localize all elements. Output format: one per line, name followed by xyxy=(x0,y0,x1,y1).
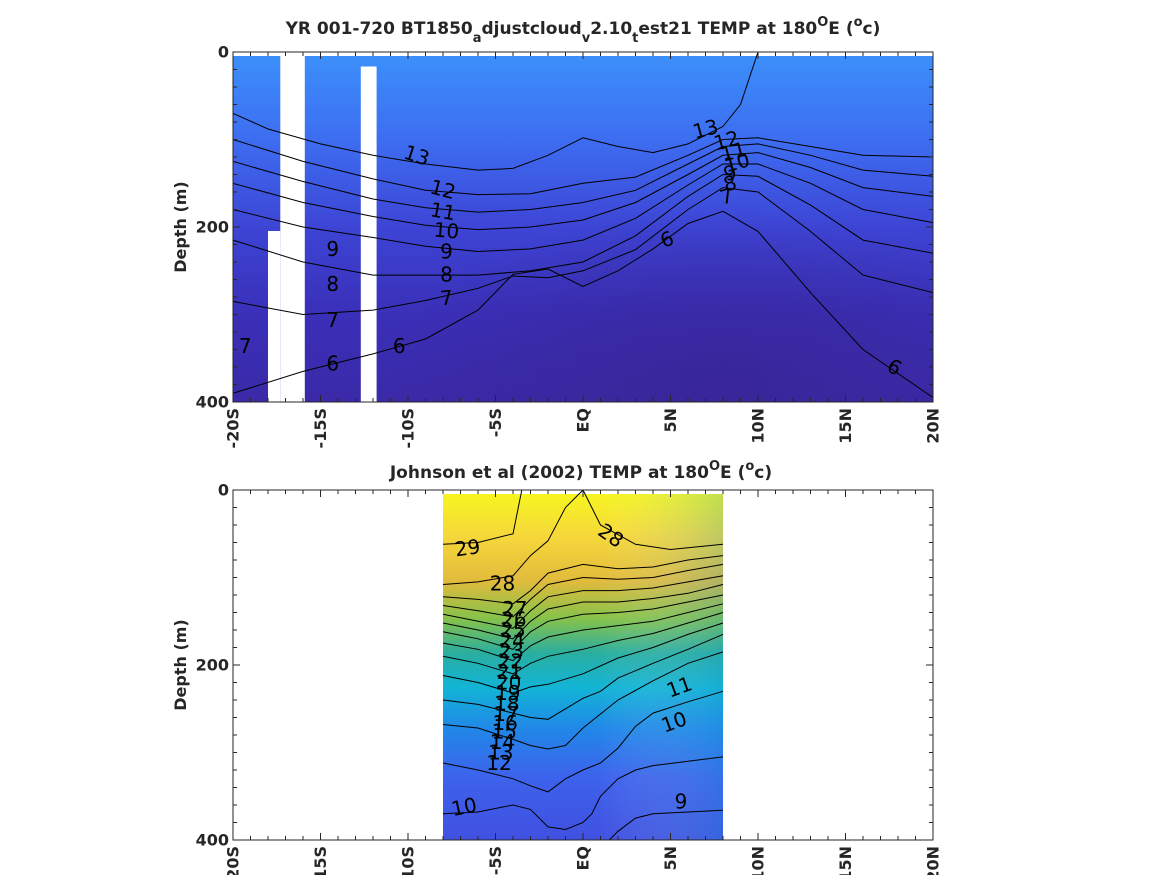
contour-line-13 xyxy=(442,622,724,694)
contour-label: 27 xyxy=(502,597,527,621)
contour-label: 18 xyxy=(494,692,519,716)
contour-line-12 xyxy=(442,633,724,720)
contour-line-25 xyxy=(442,563,724,618)
contour-line-10 xyxy=(233,152,933,231)
contour-line-6 xyxy=(233,210,933,399)
contour-label: 12 xyxy=(486,751,511,775)
contour-label: 25 xyxy=(500,618,525,642)
x-tick-label: -10S xyxy=(399,408,418,448)
contour-line-27 xyxy=(442,555,724,605)
contour-label: 22 xyxy=(498,650,523,674)
x-tick-label: EQ xyxy=(574,408,593,433)
contour-label: 21 xyxy=(497,660,522,684)
contour-line-8 xyxy=(608,809,724,840)
contour-label: 28 xyxy=(490,572,515,596)
contour-label: 19 xyxy=(495,681,520,705)
x-tick-label: 15N xyxy=(836,846,855,875)
y-tick-label: 200 xyxy=(196,656,229,675)
y-tick-label: 200 xyxy=(196,218,229,237)
contour-label: 15 xyxy=(492,720,517,744)
contour-label: 8 xyxy=(440,262,453,286)
contour-label: 24 xyxy=(499,629,524,653)
x-tick-label: 5N xyxy=(661,408,680,433)
contour-label: 20 xyxy=(496,671,521,695)
contour-label: 6 xyxy=(393,334,406,358)
y-tick-label: 0 xyxy=(218,43,229,62)
y-tick-label: 0 xyxy=(218,481,229,500)
x-tick-label: 5N xyxy=(661,846,680,871)
contour-label: 10 xyxy=(433,217,460,243)
x-tick-label: 20N xyxy=(924,408,943,444)
chart-title-observations: Johnson et al (2002) TEMP at 180OE (oc) xyxy=(389,459,772,483)
x-tick-label: -20S xyxy=(224,846,243,875)
contour-label: 9 xyxy=(675,790,688,814)
contour-label: 9 xyxy=(721,160,740,186)
panel-observations: Johnson et al (2002) TEMP at 180OE (oc) … xyxy=(171,459,943,875)
y-axis-label-model: Depth (m) xyxy=(171,181,190,273)
contour-line-28 xyxy=(442,490,724,585)
x-tick-label: -15S xyxy=(311,408,330,448)
x-tick-label: EQ xyxy=(574,846,593,871)
contour-label: 14 xyxy=(490,730,515,754)
missing-data-column-2 xyxy=(268,231,281,402)
contour-line-15 xyxy=(442,612,724,675)
contour-label: 17 xyxy=(493,702,518,726)
contour-line-19 xyxy=(442,594,724,650)
contour-label: 8 xyxy=(326,272,339,296)
x-tick-label: -5S xyxy=(486,408,505,437)
x-tick-label: 10N xyxy=(749,408,768,444)
x-tick-label: -15S xyxy=(311,846,330,875)
x-tick-label: 15N xyxy=(836,408,855,444)
contour-label: 9 xyxy=(440,240,453,264)
contour-line-12 xyxy=(233,137,933,196)
y-tick-label: 400 xyxy=(196,393,229,412)
deep-cold-water-shade xyxy=(233,56,933,402)
contour-line-23 xyxy=(442,575,724,629)
contour-label: 26 xyxy=(501,608,526,632)
contour-label: 6 xyxy=(326,352,339,376)
contour-label: 16 xyxy=(492,711,517,735)
contour-label: 7 xyxy=(326,308,339,332)
contour-line-7 xyxy=(233,187,933,316)
contour-label: 7 xyxy=(717,183,736,209)
contour-line-17 xyxy=(442,603,724,662)
contour-label: 23 xyxy=(499,639,524,663)
panel-model: YR 001-720 BT1850adjustcloudv2.10test21 … xyxy=(171,15,943,448)
contour-label: 13 xyxy=(488,741,513,765)
x-tick-label: -10S xyxy=(399,846,418,875)
missing-data-column-3 xyxy=(360,66,377,402)
contour-line-29 xyxy=(442,490,523,545)
contour-line-10 xyxy=(442,690,724,793)
contour-label: 7 xyxy=(239,334,252,358)
contour-line-11 xyxy=(442,651,724,750)
x-tick-label: -20S xyxy=(224,408,243,448)
contour-label: 9 xyxy=(326,237,339,261)
contour-label: 29 xyxy=(453,534,482,561)
y-tick-label: 400 xyxy=(196,831,229,850)
contour-label: 8 xyxy=(721,170,740,196)
contour-line-11 xyxy=(233,143,933,213)
contour-label: 11 xyxy=(428,197,457,225)
contour-label: 7 xyxy=(439,285,454,310)
contour-line-21 xyxy=(442,584,724,640)
contour-line-8 xyxy=(233,173,933,276)
contour-label: 10 xyxy=(449,792,479,821)
contour-line-9 xyxy=(233,163,933,253)
y-axis-label-observations: Depth (m) xyxy=(171,619,190,711)
x-tick-label: 20N xyxy=(924,846,943,875)
chart-title-model: YR 001-720 BT1850adjustcloudv2.10test21 … xyxy=(285,15,881,46)
x-tick-label: 10N xyxy=(749,846,768,875)
x-tick-label: -5S xyxy=(486,846,505,875)
missing-data-column-1 xyxy=(280,56,305,402)
contour-line-9 xyxy=(442,756,724,831)
contour-line-13 xyxy=(233,52,759,171)
